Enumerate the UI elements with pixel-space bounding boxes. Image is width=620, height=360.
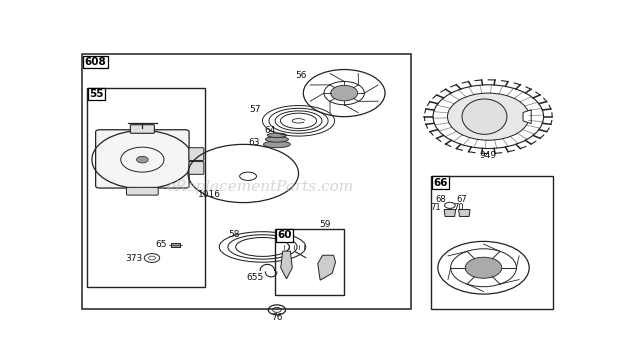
Text: 56: 56 xyxy=(295,71,307,80)
Circle shape xyxy=(136,156,148,163)
Ellipse shape xyxy=(264,141,290,148)
Circle shape xyxy=(448,93,529,140)
Bar xyxy=(431,176,553,309)
Bar xyxy=(275,229,344,296)
Text: 60: 60 xyxy=(277,230,291,240)
Polygon shape xyxy=(459,210,470,216)
Text: 64: 64 xyxy=(264,126,275,135)
Text: 63: 63 xyxy=(248,138,260,147)
Text: 67: 67 xyxy=(456,195,467,204)
Text: 949: 949 xyxy=(480,151,497,160)
Text: 373: 373 xyxy=(125,253,143,262)
Text: 55: 55 xyxy=(89,89,104,99)
Ellipse shape xyxy=(267,133,286,138)
FancyBboxPatch shape xyxy=(189,162,204,174)
Circle shape xyxy=(330,85,358,101)
Bar xyxy=(87,87,205,287)
Circle shape xyxy=(465,257,502,278)
Text: 58: 58 xyxy=(228,230,239,239)
Polygon shape xyxy=(281,251,292,279)
Text: 71: 71 xyxy=(430,203,441,212)
Bar xyxy=(82,54,412,309)
Text: 66: 66 xyxy=(433,177,448,188)
Text: 1016: 1016 xyxy=(198,190,221,199)
Text: 65: 65 xyxy=(156,240,167,249)
FancyBboxPatch shape xyxy=(189,148,204,161)
Text: 57: 57 xyxy=(249,105,261,114)
Text: 68: 68 xyxy=(435,195,446,204)
Polygon shape xyxy=(317,255,335,280)
Text: 608: 608 xyxy=(85,57,107,67)
FancyBboxPatch shape xyxy=(126,187,158,195)
Polygon shape xyxy=(523,110,531,123)
Text: 59: 59 xyxy=(320,220,331,229)
FancyBboxPatch shape xyxy=(130,125,154,133)
Text: eReplacementParts.com: eReplacementParts.com xyxy=(166,180,354,194)
Ellipse shape xyxy=(462,99,507,134)
Text: 655: 655 xyxy=(247,273,264,282)
Text: 70: 70 xyxy=(453,203,464,212)
Ellipse shape xyxy=(265,136,288,142)
Polygon shape xyxy=(444,210,456,216)
Bar xyxy=(171,243,180,247)
Text: 76: 76 xyxy=(271,313,283,322)
FancyBboxPatch shape xyxy=(95,130,189,188)
